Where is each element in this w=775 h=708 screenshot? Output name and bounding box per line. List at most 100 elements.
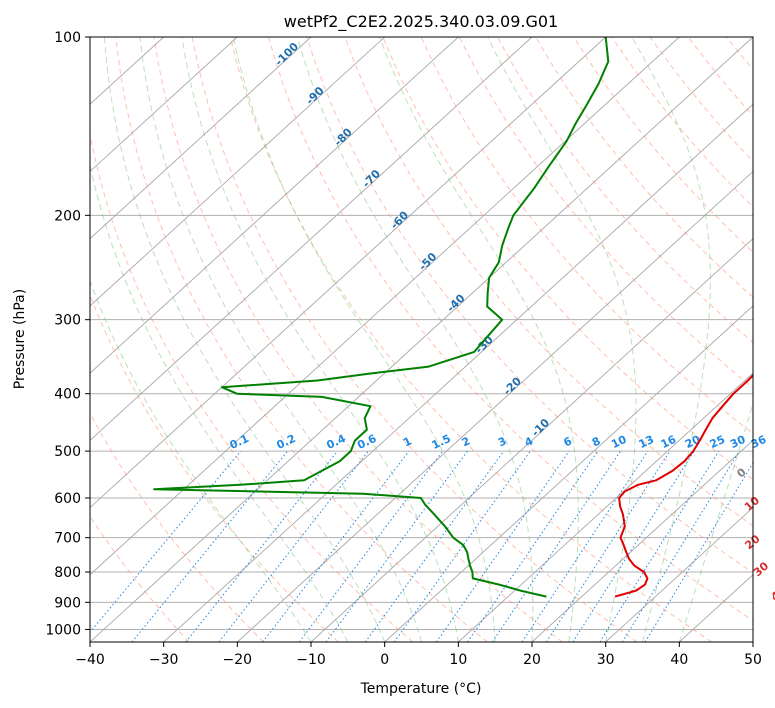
mixing-ratio-label: 20	[683, 433, 703, 451]
isotherm-line	[531, 439, 753, 642]
isotherm-line	[237, 170, 753, 642]
y-tick-label: 100	[54, 30, 81, 46]
x-tick-label: 0	[380, 652, 389, 668]
moist-adiabat-line	[379, 37, 579, 642]
dry-adiabat-line	[90, 412, 264, 642]
isotherm-label: -100	[272, 40, 301, 69]
moist-adiabat-line	[232, 37, 496, 642]
dry-adiabat-line	[344, 37, 753, 527]
moist-adiabat-line	[90, 279, 312, 642]
mixing-ratio-line	[491, 450, 621, 642]
dry-adiabat-line	[153, 37, 563, 642]
isotherm-label: -90	[303, 84, 326, 107]
isotherm-line	[90, 37, 680, 576]
isotherm-line	[90, 37, 753, 642]
dry-adiabat-line	[458, 37, 753, 389]
x-axis-ticks: −40 −30 −20 −10 0 10 20 30 40 50	[75, 642, 762, 668]
isotherm-label: -40	[444, 291, 467, 314]
isotherm-label: -80	[332, 125, 355, 148]
isotherm-line	[90, 37, 312, 240]
isotherm-label: -20	[501, 374, 524, 397]
mixing-ratio-line	[644, 461, 753, 642]
mixing-ratio-line	[545, 450, 671, 642]
moist-adiabat-line	[296, 37, 534, 642]
mixing-ratio-line	[467, 450, 599, 642]
mixing-ratio-line	[364, 450, 505, 642]
x-tick-label: 50	[744, 652, 762, 668]
moist-adiabat-line	[90, 163, 349, 642]
plot-frame	[89, 36, 754, 643]
y-axis-label: Pressure (hPa)	[12, 289, 28, 389]
moist-adiabat-line	[103, 37, 386, 642]
dewpoint-line	[153, 37, 610, 598]
y-tick-label: 800	[54, 565, 81, 581]
y-tick-label: 900	[54, 595, 81, 611]
isotherm-line	[384, 305, 753, 642]
mixing-ratio-line	[262, 450, 410, 642]
mixing-ratio-label: 0.2	[275, 432, 298, 452]
y-tick-label: 600	[54, 491, 81, 507]
mixing-ratio-line	[599, 450, 720, 642]
moist-adiabat-line	[678, 401, 753, 642]
isotherm-line	[163, 103, 753, 642]
dry-adiabat-line	[765, 37, 775, 642]
chart-title: wetPf2_C2E2.2025.340.03.09.G01	[284, 12, 558, 32]
mixing-ratio-label: 25	[708, 433, 727, 451]
mixing-ratio-line	[185, 450, 338, 642]
isotherm-line	[458, 372, 753, 642]
isotherm-line	[90, 37, 606, 509]
mixing-ratio-label: 1	[401, 434, 413, 449]
mixing-ratio-label: 36	[749, 433, 769, 451]
mixing-ratio-labels: 0.1 0.2 0.4 0.6 1 1.5 2 3 4 6 8 10 13 16 20 25 30 36	[228, 432, 769, 452]
dry-adiabat-label: 10	[742, 494, 762, 514]
mixing-ratio-line	[325, 450, 468, 642]
dry-adiabat-line	[268, 37, 753, 622]
dry-adiabat-line	[229, 37, 712, 642]
mixing-ratio-line	[90, 450, 242, 633]
mixing-ratio-label: 30	[728, 433, 748, 451]
dry-adiabat-line	[535, 37, 753, 298]
isotherm-line	[752, 641, 753, 642]
y-axis-ticks: 100 200 300 400 500 600 700 800 900 1000	[45, 30, 90, 638]
mixing-ratio-line	[572, 450, 695, 642]
isotherm-line	[90, 37, 533, 441]
temperature-line	[614, 373, 753, 598]
mixing-ratio-label: 0.4	[325, 432, 348, 452]
isotherm-line	[90, 37, 385, 307]
moist-adiabat-line	[631, 37, 711, 642]
dry-adiabat-label: 30	[751, 559, 771, 579]
y-tick-label: 300	[54, 313, 81, 329]
mixing-ratio-line	[393, 450, 531, 642]
isotherm-label: -50	[416, 250, 439, 273]
isotherm-line	[605, 506, 753, 642]
x-tick-label: 10	[449, 652, 467, 668]
mixing-ratio-label: 10	[609, 433, 629, 451]
dry-adiabat-line	[649, 37, 753, 163]
isotherm-label: -30	[473, 333, 496, 356]
sounding-traces	[153, 37, 753, 598]
x-tick-label: 40	[670, 652, 688, 668]
x-axis-label: Temperature (°C)	[360, 681, 482, 697]
mixing-ratio-label: 0.1	[228, 432, 251, 452]
dry-adiabat-line	[90, 515, 190, 642]
isotherm-line	[310, 238, 753, 642]
mixing-ratio-label: 16	[659, 433, 679, 451]
mixing-ratio-label: 8	[590, 434, 602, 449]
mixing-ratio-line	[436, 450, 570, 642]
isotherm-label: -60	[388, 208, 411, 231]
y-tick-label: 400	[54, 387, 81, 403]
moist-adiabat-line	[181, 37, 459, 642]
moist-adiabat-line	[139, 37, 422, 642]
y-tick-label: 1000	[45, 622, 81, 638]
dry-adiabat-line	[496, 37, 753, 344]
isotherm-labels: -100-90-80-70-60-50-40-30-20-10	[272, 40, 552, 440]
isotherm-line	[90, 37, 459, 374]
dry-adiabat-line	[191, 37, 638, 642]
x-tick-label: −40	[75, 652, 105, 668]
moist-adiabat-line	[487, 37, 637, 642]
isotherm-line	[90, 37, 238, 173]
mixing-ratio-line	[621, 450, 740, 642]
x-tick-label: −30	[149, 652, 179, 668]
